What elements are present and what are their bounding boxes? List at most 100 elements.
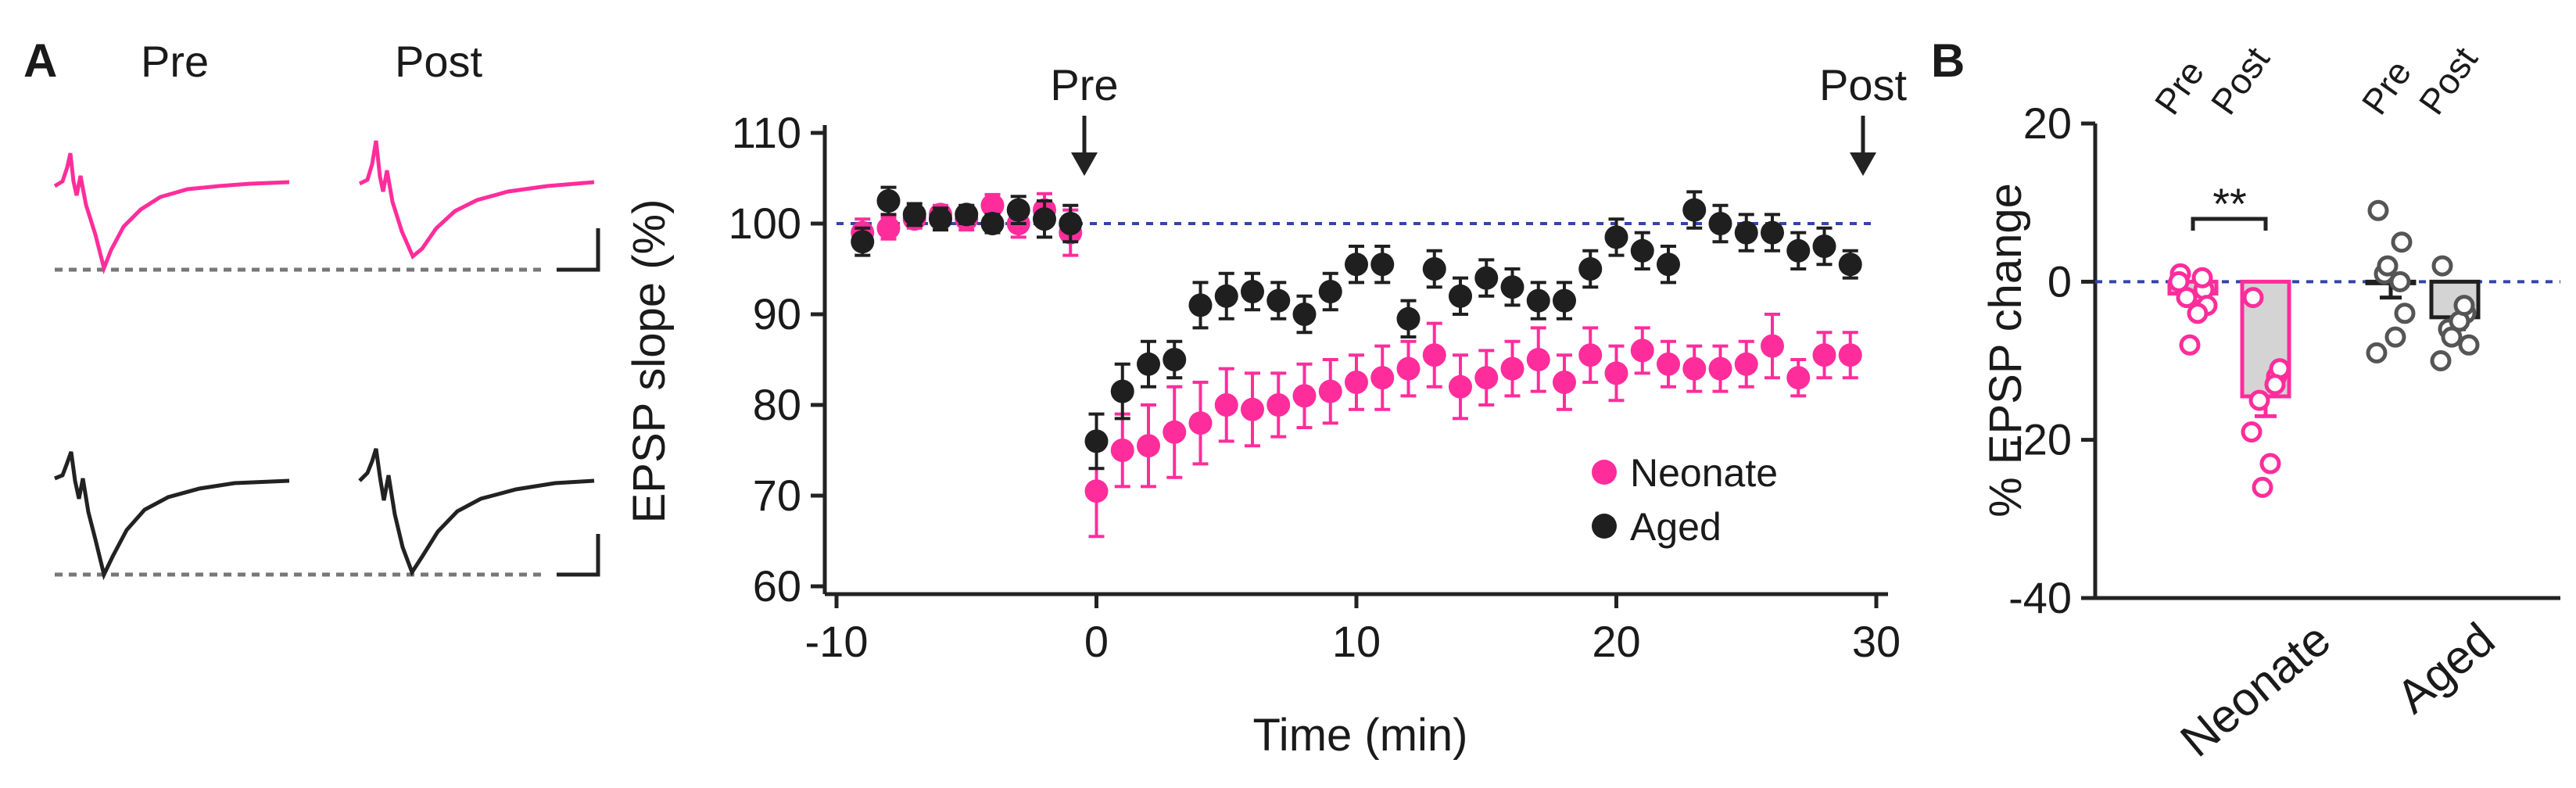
data-point (1188, 293, 1213, 317)
data-point (1422, 343, 1446, 367)
data-point (1110, 379, 1134, 403)
individual-point (2377, 255, 2399, 277)
individual-point (2431, 255, 2453, 277)
data-point (1449, 374, 1472, 399)
data-point (1526, 348, 1550, 371)
data-point (1474, 366, 1499, 390)
data-point (1708, 356, 1732, 381)
data-point (1604, 225, 1628, 249)
data-point (1578, 343, 1603, 367)
data-point (1137, 434, 1160, 458)
trace-aged-pre (54, 451, 290, 581)
individual-point (2458, 334, 2480, 356)
data-point (1188, 411, 1213, 435)
data-point (1163, 420, 1187, 444)
bar-y-label: % EPSP change (1980, 183, 2031, 518)
data-point (1267, 288, 1291, 313)
y-tick-label: 110 (732, 108, 801, 157)
data-point (1422, 257, 1446, 281)
individual-point (2391, 231, 2413, 253)
legend-label-neonate: Neonate (1630, 451, 1778, 495)
trace-group (53, 140, 600, 581)
data-point (1163, 348, 1187, 371)
trace-neonate-post (358, 140, 595, 260)
data-point (1682, 198, 1707, 222)
data-point (1553, 371, 1576, 394)
data-point (851, 230, 875, 254)
data-point (1396, 306, 1421, 331)
timecourse-x-label: Time (min) (1253, 710, 1468, 761)
data-point (1812, 235, 1836, 258)
data-point (1657, 253, 1680, 277)
data-point (1292, 384, 1317, 408)
trace-aged-post (358, 448, 595, 577)
y-tick-label: 80 (753, 380, 801, 429)
legend-marker-aged (1592, 514, 1617, 539)
individual-point (2384, 326, 2406, 348)
data-point (902, 202, 926, 227)
data-point (1241, 280, 1264, 303)
bar-group-0 (2167, 263, 2219, 356)
x-tick-label: 20 (1592, 617, 1640, 666)
individual-point (2252, 476, 2273, 498)
bar-group-3 (2429, 255, 2481, 371)
data-point (1449, 284, 1472, 308)
individual-point (2168, 270, 2190, 292)
data-point (1214, 393, 1238, 417)
timecourse-y-label: EPSP slope (%) (624, 199, 675, 524)
legend: Neonate Aged (1592, 451, 1778, 549)
arrow-post (1850, 116, 1876, 176)
data-point (1761, 220, 1784, 245)
individual-point (2441, 326, 2463, 348)
individual-point (2187, 303, 2209, 324)
data-point (1734, 352, 1758, 376)
bar-label-aged-post: Post (2411, 39, 2486, 121)
y-tick-label: 70 (753, 471, 801, 520)
data-point (1526, 288, 1550, 313)
trace-header-pre: Pre (141, 37, 209, 86)
data-point (1396, 356, 1421, 381)
arrow-pre (1071, 116, 1098, 176)
bar-y-tick-label: -40 (2008, 573, 2072, 622)
significance-marker: ** (2212, 179, 2247, 228)
data-point (980, 193, 1005, 217)
data-point (1761, 334, 1784, 358)
data-point (980, 212, 1005, 235)
individual-point (2179, 334, 2201, 356)
data-point (1786, 366, 1811, 390)
legend-label-aged: Aged (1630, 505, 1722, 549)
y-tick-label: 90 (753, 289, 801, 338)
data-point (1657, 352, 1680, 376)
data-point (1345, 253, 1368, 277)
individual-point (2366, 342, 2388, 364)
bar-group-1 (2240, 279, 2291, 498)
bar-label-neonate-post: Post (2203, 39, 2278, 121)
data-point (1241, 397, 1264, 421)
data-point (1292, 303, 1317, 326)
data-point (876, 189, 901, 213)
individual-point (2453, 295, 2475, 317)
scale-bar-aged (557, 534, 600, 577)
bar-y-tick-label: 20 (2023, 98, 2072, 148)
data-point (1110, 439, 1134, 462)
data-point (929, 207, 952, 231)
legend-marker-neonate (1592, 460, 1617, 485)
y-tick-label: 60 (753, 561, 801, 611)
data-point (1318, 280, 1342, 303)
data-point (1708, 212, 1732, 235)
bar-label-aged-pre: Pre (2354, 52, 2420, 121)
data-point (1137, 352, 1160, 376)
data-point (1630, 238, 1654, 263)
individual-point (2176, 287, 2198, 309)
data-point (1345, 371, 1368, 394)
data-point (1734, 220, 1758, 245)
individual-point (2389, 270, 2411, 292)
arrow-pre-label: Pre (1050, 60, 1118, 109)
data-point (1370, 253, 1395, 277)
data-point (1006, 198, 1030, 222)
individual-point (2264, 374, 2286, 396)
individual-point (2367, 199, 2389, 221)
x-tick-label: 30 (1852, 617, 1901, 666)
trace-header-post: Post (395, 37, 482, 86)
